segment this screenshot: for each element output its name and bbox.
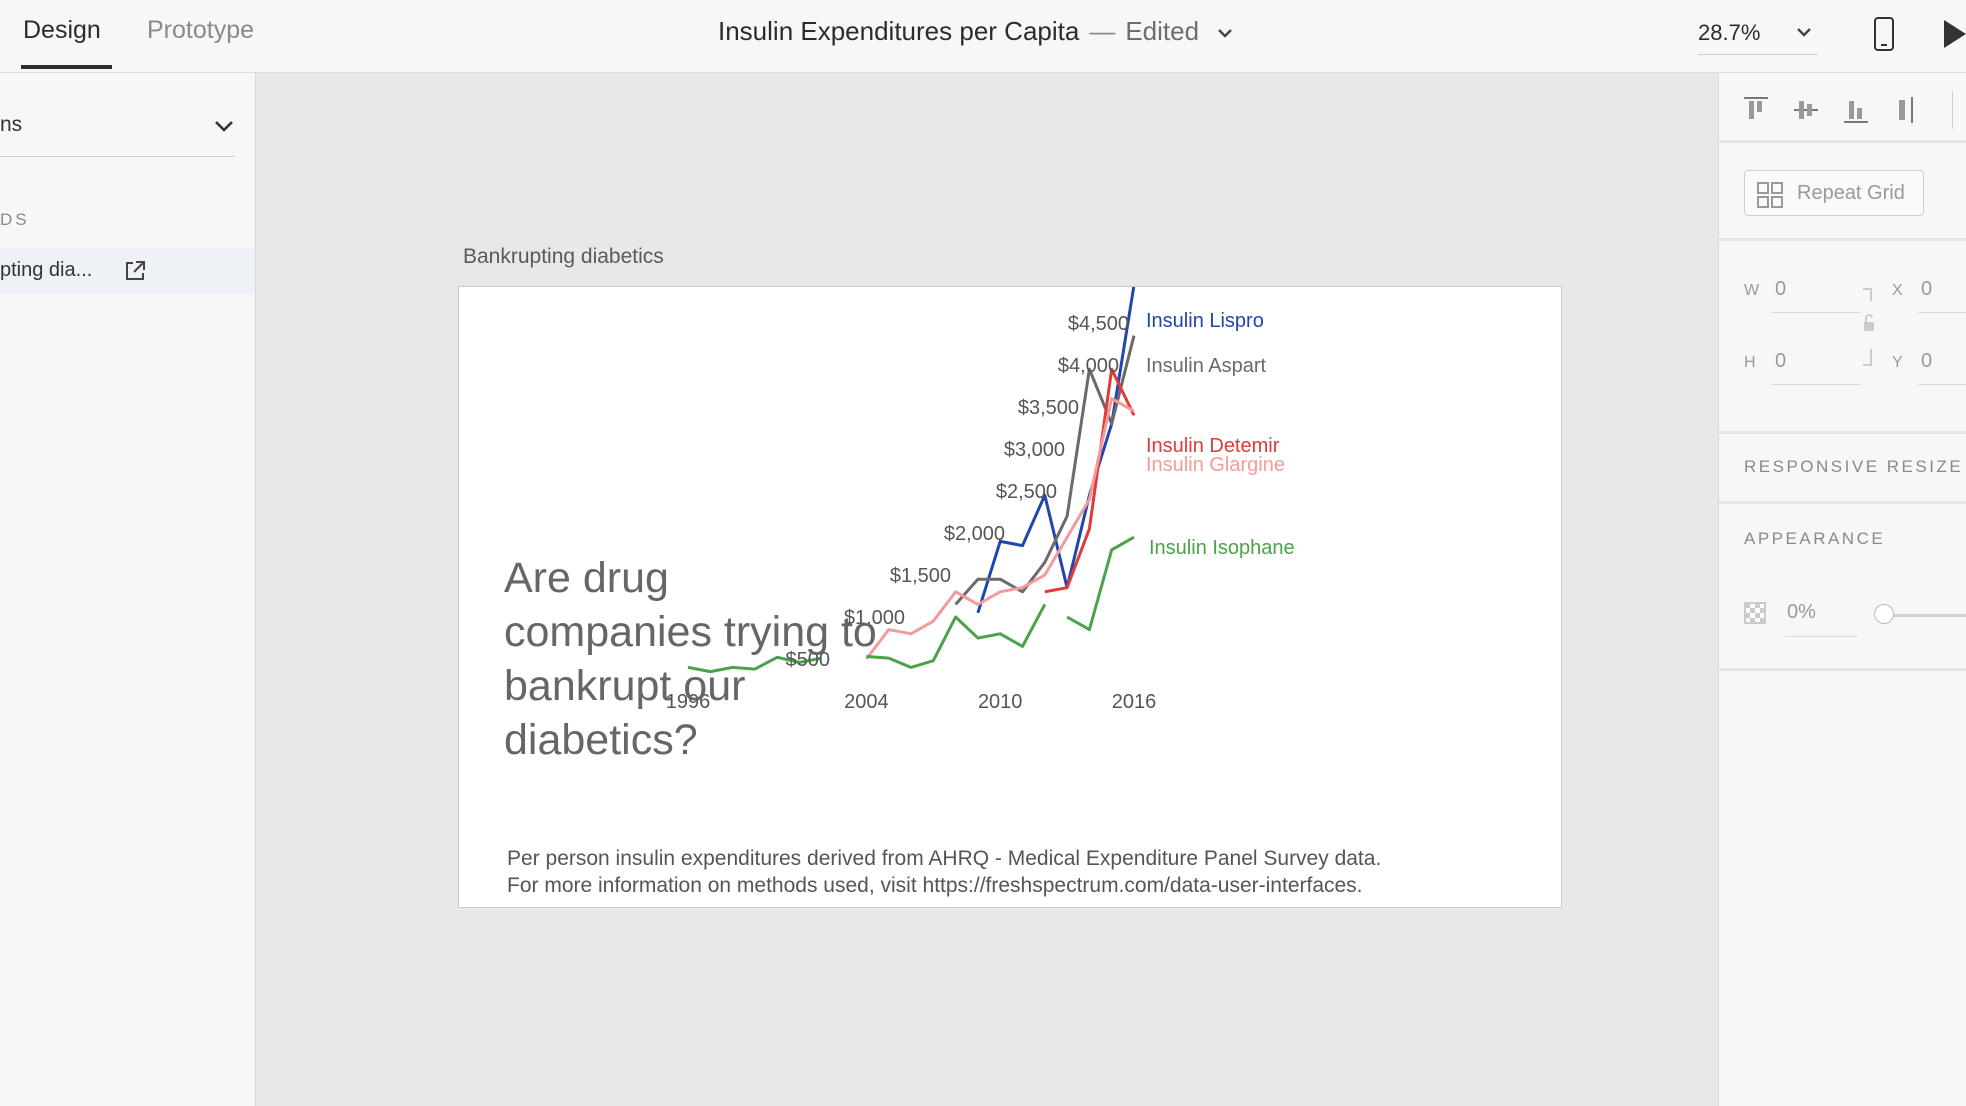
series-label-insulin-glargine: Insulin Glargine: [1146, 454, 1285, 476]
y-tick-label: $1,000: [844, 607, 905, 629]
artboard-name[interactable]: Bankrupting diabetics: [463, 245, 664, 268]
zoom-underline: [1698, 54, 1818, 55]
footnote-line-1: Per person insulin expenditures derived …: [507, 847, 1382, 870]
series-label-insulin-lispro: Insulin Lispro: [1146, 310, 1264, 332]
section-divider: [1719, 238, 1966, 241]
y-tick-label: $500: [786, 649, 831, 671]
x-label: X: [1892, 282, 1903, 299]
y-tick-label: $1,500: [890, 565, 951, 587]
align-left-icon[interactable]: [1892, 95, 1920, 125]
opacity-checker-icon: [1744, 602, 1766, 624]
active-tab-indicator: [21, 65, 112, 69]
series-line-insulin-isophane-segment-1: [687, 655, 823, 674]
width-underline: [1772, 312, 1860, 313]
height-label: H: [1744, 354, 1756, 371]
opacity-slider-handle[interactable]: [1874, 604, 1894, 624]
x-tick-label: 1996: [666, 691, 711, 713]
y-label: Y: [1892, 354, 1903, 371]
section-divider: [1719, 668, 1966, 671]
list-item-label: pting dia...: [0, 259, 93, 281]
document-name: Insulin Expenditures per Capita: [718, 16, 1080, 46]
appearance-heading: APPEARANCE: [1744, 529, 1886, 548]
x-underline: [1918, 312, 1966, 313]
x-input[interactable]: 0: [1921, 278, 1933, 300]
series-line-insulin-detemir: [1044, 367, 1136, 594]
left-panel: ns DS pting dia...: [0, 73, 256, 1106]
lock-aspect-icon[interactable]: [1859, 287, 1879, 369]
device-preview-icon[interactable]: [1872, 16, 1896, 52]
align-middle-icon[interactable]: [1792, 95, 1820, 125]
series-line-insulin-aspart: [954, 335, 1136, 606]
section-divider: [1719, 431, 1966, 434]
chevron-down-icon[interactable]: [1216, 26, 1234, 40]
section-divider: [1719, 501, 1966, 504]
artboard[interactable]: $500 $1,000 $1,500 $2,000 $2,500 $3,000 $3,500…: [458, 286, 1562, 908]
zoom-level[interactable]: 28.7%: [1698, 20, 1761, 45]
series-line-insulin-isophane-segment-2: [866, 603, 1047, 669]
width-label: W: [1744, 282, 1760, 299]
y-tick-label: $4,000: [1058, 355, 1119, 377]
headline: Are drug companies trying to bankrupt ou…: [504, 554, 877, 764]
line-chart: $500 $1,000 $1,500 $2,000 $2,500 $3,000 $3,500…: [666, 287, 1295, 713]
footnote: Per person insulin expenditures derived …: [507, 845, 1381, 899]
document-title[interactable]: Insulin Expenditures per Capita — Edited: [718, 16, 1234, 47]
toolbar-divider: [1952, 91, 1953, 129]
series-label-insulin-detemir: Insulin Detemir: [1146, 435, 1280, 457]
dropdown-underline: [0, 156, 235, 157]
section-heading: DS: [0, 210, 30, 229]
list-item-artboard[interactable]: pting dia...: [0, 248, 255, 294]
x-tick-label: 2004: [844, 691, 889, 713]
series-label-insulin-isophane: Insulin Isophane: [1149, 537, 1295, 559]
top-toolbar: Design Prototype Insulin Expenditures pe…: [0, 0, 1966, 73]
tab-prototype[interactable]: Prototype: [147, 16, 255, 44]
x-tick-label: 2010: [978, 691, 1023, 713]
y-tick-label: $3,500: [1018, 397, 1079, 419]
align-bottom-icon[interactable]: [1842, 95, 1870, 125]
play-icon[interactable]: [1942, 18, 1966, 50]
repeat-grid-icon: [1757, 182, 1783, 208]
width-input[interactable]: 0: [1775, 278, 1787, 300]
document-status: Edited: [1125, 16, 1200, 46]
opacity-underline: [1785, 636, 1857, 637]
y-tick-label: $4,500: [1068, 313, 1129, 335]
title-separator: —: [1089, 16, 1116, 46]
tab-design[interactable]: Design: [23, 16, 101, 44]
y-tick-label: $3,000: [1004, 439, 1065, 461]
external-link-icon[interactable]: [123, 259, 147, 283]
height-underline: [1772, 384, 1860, 385]
y-underline: [1918, 384, 1966, 385]
section-divider: [1719, 140, 1966, 143]
repeat-grid-label: Repeat Grid: [1797, 182, 1905, 204]
zoom-chevron-icon[interactable]: [1795, 25, 1813, 39]
repeat-grid-button[interactable]: Repeat Grid: [1744, 170, 1924, 216]
series-line-insulin-isophane-segment-3: [1066, 535, 1135, 632]
library-dropdown[interactable]: ns: [0, 113, 23, 136]
right-panel: Repeat Grid W 0 X 0 H 0 Y 0 RESPONSIVE R…: [1718, 73, 1966, 1106]
y-tick-label: $2,500: [996, 481, 1057, 503]
height-input[interactable]: 0: [1775, 350, 1787, 372]
opacity-input[interactable]: 0%: [1787, 601, 1816, 623]
series-line-insulin-glargine: [865, 397, 1135, 660]
responsive-resize-heading[interactable]: RESPONSIVE RESIZE: [1744, 457, 1964, 476]
opacity-slider-track[interactable]: [1879, 614, 1966, 617]
chevron-down-icon[interactable]: [213, 118, 235, 134]
y-tick-label: $2,000: [944, 523, 1005, 545]
series-label-insulin-aspart: Insulin Aspart: [1146, 355, 1267, 377]
align-top-icon[interactable]: [1742, 95, 1770, 125]
x-tick-label: 2016: [1112, 691, 1157, 713]
y-input[interactable]: 0: [1921, 350, 1933, 372]
footnote-line-2: For more information on methods used, vi…: [507, 874, 1363, 897]
